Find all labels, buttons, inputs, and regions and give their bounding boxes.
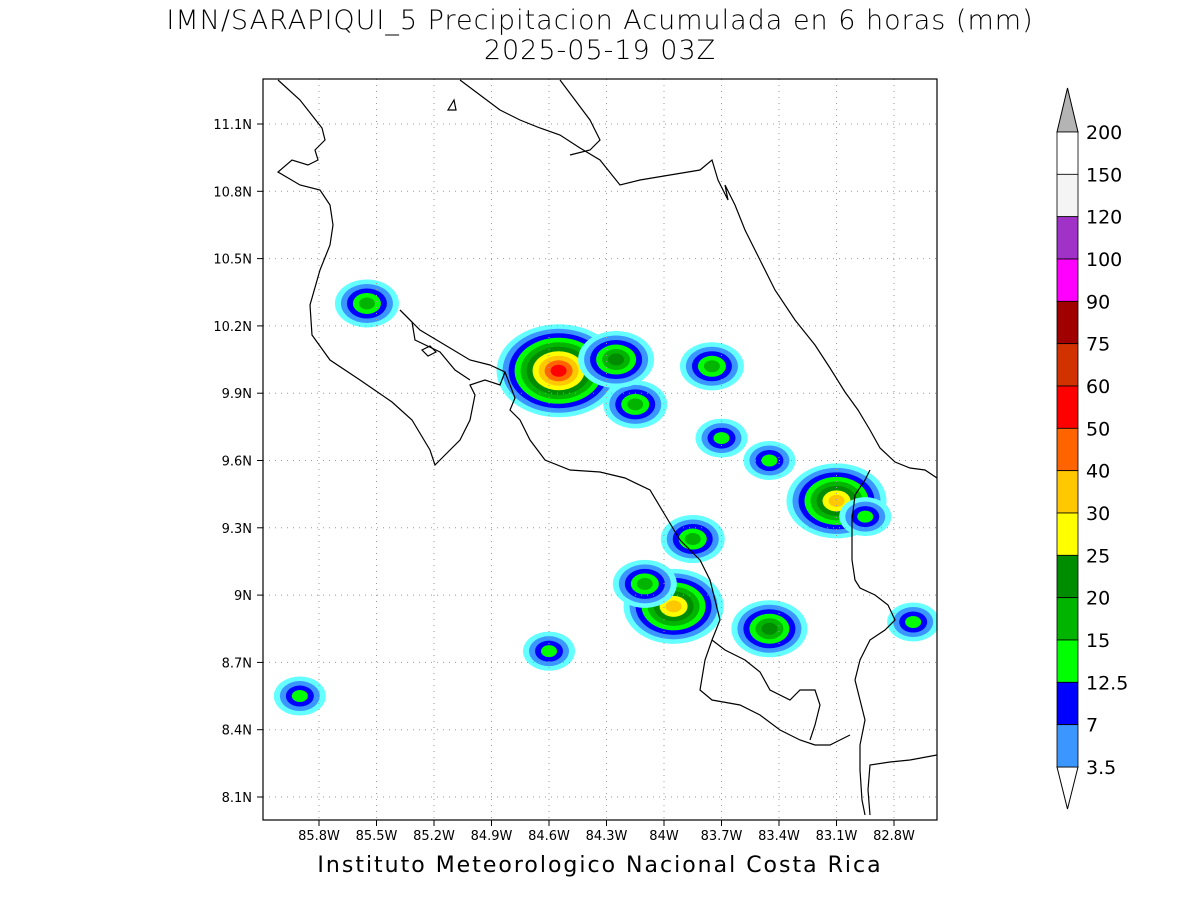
colorbar-label: 150 bbox=[1086, 164, 1122, 186]
colorbar-label: 25 bbox=[1086, 545, 1110, 567]
precip-contour bbox=[761, 622, 778, 635]
colorbar-swatch bbox=[1056, 385, 1079, 429]
lat-tick-label: 8.1N bbox=[222, 791, 252, 806]
lon-tick-label: 85.5W bbox=[356, 829, 398, 844]
colorbar-swatch bbox=[1056, 724, 1079, 768]
map-title: IMN/SARAPIQUI_5 Precipitacion Acumulada … bbox=[166, 5, 1034, 36]
colorbar-swatch bbox=[1056, 216, 1079, 260]
lat-tick-label: 8.4N bbox=[222, 724, 252, 739]
colorbar-label: 3.5 bbox=[1086, 757, 1116, 779]
lon-tick-label: 82.8W bbox=[873, 829, 915, 844]
precip-contour bbox=[541, 645, 557, 658]
map-footer: Instituto Meteorologico Nacional Costa R… bbox=[317, 853, 883, 878]
map-frame bbox=[262, 78, 938, 821]
colorbar-swatch bbox=[1056, 470, 1079, 514]
colorbar-swatch bbox=[1056, 427, 1079, 472]
lat-tick-label: 8.7N bbox=[222, 656, 252, 671]
precip-contour bbox=[608, 353, 625, 366]
lon-tick-label: 84W bbox=[649, 829, 679, 844]
coastline bbox=[276, 79, 937, 816]
precip-contour bbox=[665, 600, 682, 613]
colorbar-label: 60 bbox=[1086, 376, 1110, 398]
lon-tick-label: 85.8W bbox=[298, 829, 340, 844]
island-north bbox=[446, 98, 457, 111]
precipitation-layer bbox=[273, 279, 937, 716]
island bbox=[420, 345, 438, 357]
north-shore bbox=[559, 79, 601, 156]
colorbar-label: 75 bbox=[1086, 334, 1110, 356]
colorbar-swatch bbox=[1056, 597, 1079, 641]
precip-contour bbox=[358, 297, 375, 310]
osa-peninsula bbox=[711, 639, 821, 741]
precip-contour bbox=[550, 364, 567, 377]
lon-tick-label: 83.1W bbox=[816, 829, 858, 844]
colorbar-swatch bbox=[1056, 131, 1079, 175]
lon-tick-label: 84.9W bbox=[471, 829, 513, 844]
colorbar-swatch bbox=[1056, 554, 1079, 599]
lat-tick-label: 9.3N bbox=[222, 522, 252, 537]
nicaragua-coast bbox=[276, 79, 506, 467]
colorbar-label: 90 bbox=[1086, 291, 1110, 313]
lat-tick-label: 9.6N bbox=[222, 455, 252, 470]
lat-tick-label: 10.2N bbox=[213, 320, 252, 335]
lat-tick-label: 9.9N bbox=[222, 387, 252, 402]
colorbar-label: 12.5 bbox=[1086, 672, 1128, 694]
colorbar-legend: 200 150 120 100 90 75 60 50 40 30 25 20 15 12.5 7 3.5 bbox=[1056, 87, 1128, 810]
lat-tick-label: 10.8N bbox=[213, 185, 252, 200]
pacific-coast bbox=[504, 371, 851, 746]
precip-contour bbox=[703, 360, 720, 373]
colorbar-label: 50 bbox=[1086, 418, 1110, 440]
precip-contour bbox=[684, 533, 701, 546]
lat-tick-label: 9N bbox=[234, 589, 252, 604]
lon-tick-label: 83.7W bbox=[701, 829, 743, 844]
colorbar-underflow-arrow bbox=[1056, 766, 1079, 810]
axis-ticks: 85.8W 85.5W 85.2W 84.9W 84.6W 84.3W 84W 83.7W 83… bbox=[213, 118, 915, 844]
colorbar-swatch bbox=[1056, 300, 1079, 345]
colorbar-swatch bbox=[1056, 681, 1079, 726]
precip-contour bbox=[636, 577, 653, 590]
precip-contour bbox=[905, 616, 922, 629]
lon-tick-label: 83.4W bbox=[758, 829, 800, 844]
precip-contour bbox=[627, 398, 644, 411]
map-subtitle: 2025-05-19 03Z bbox=[483, 35, 717, 66]
precip-contour bbox=[291, 690, 308, 703]
lon-tick-label: 84.3W bbox=[586, 829, 628, 844]
precip-contour bbox=[713, 432, 730, 445]
colorbar-swatch bbox=[1056, 173, 1079, 218]
lon-tick-label: 84.6W bbox=[528, 829, 570, 844]
lat-tick-label: 10.5N bbox=[213, 253, 252, 268]
precip-contour bbox=[828, 494, 845, 507]
colorbar-overflow-arrow bbox=[1056, 87, 1079, 133]
caribbean-coast bbox=[459, 79, 937, 479]
colorbar-label: 40 bbox=[1086, 461, 1110, 483]
colorbar-label: 15 bbox=[1086, 630, 1110, 652]
lat-tick-label: 11.1N bbox=[213, 118, 252, 133]
panama-border bbox=[851, 469, 896, 816]
nicoya-gulf bbox=[399, 309, 471, 381]
colorbar-label: 30 bbox=[1086, 503, 1110, 525]
precip-contour bbox=[857, 510, 874, 523]
lon-tick-label: 85.2W bbox=[413, 829, 455, 844]
colorbar-swatch bbox=[1056, 512, 1079, 556]
colorbar-label: 7 bbox=[1086, 715, 1098, 737]
colorbar-label: 100 bbox=[1086, 249, 1122, 271]
panama-coast bbox=[867, 754, 937, 816]
colorbar-label: 200 bbox=[1086, 122, 1122, 144]
colorbar-swatch bbox=[1056, 343, 1079, 387]
colorbar-label: 120 bbox=[1086, 207, 1122, 229]
colorbar-swatch bbox=[1056, 639, 1079, 683]
graticule bbox=[263, 79, 937, 820]
colorbar-swatch bbox=[1056, 258, 1079, 302]
precip-contour bbox=[761, 454, 778, 467]
colorbar-label: 20 bbox=[1086, 588, 1110, 610]
